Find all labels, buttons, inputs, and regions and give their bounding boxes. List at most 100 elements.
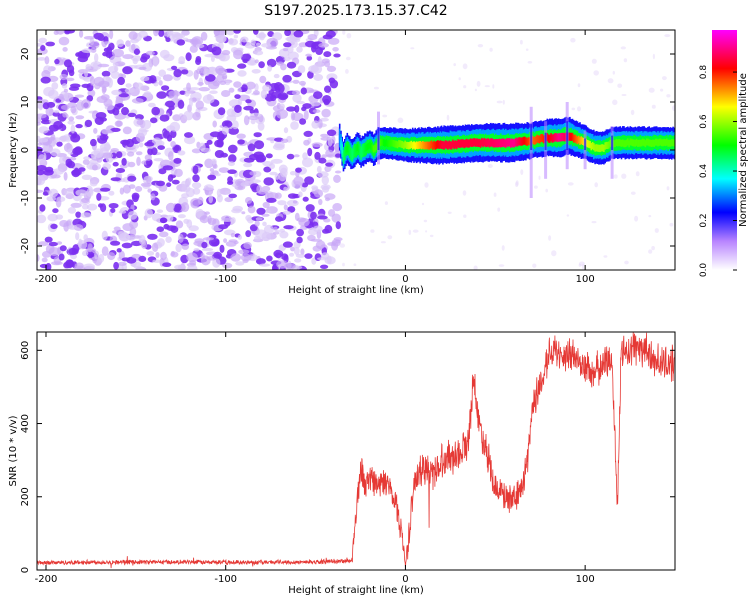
noise-blob [293, 247, 300, 255]
noise-blob [276, 109, 288, 119]
noise-blob [82, 250, 89, 257]
ridge-cell [380, 138, 382, 146]
snr-x-axis-label: Height of straight line (km) [288, 585, 424, 596]
noise-blob [170, 129, 177, 139]
noise-blob [206, 139, 213, 145]
ridge-cell [581, 137, 584, 145]
ridge-cell [410, 140, 413, 149]
noise-blob [103, 41, 111, 45]
noise-blob [311, 142, 323, 148]
ridge-cell [520, 137, 522, 146]
noise-blob [174, 203, 182, 212]
noise-blob [253, 132, 262, 138]
noise-blob [101, 246, 109, 256]
ridge-cell [479, 139, 482, 148]
ridge-cell [501, 138, 503, 147]
noise-blob [226, 30, 235, 36]
noise-blob [55, 30, 65, 35]
noise-blob [313, 73, 324, 81]
noise-blob [166, 30, 174, 36]
noise-blob [67, 120, 75, 125]
ridge-cell [589, 141, 591, 149]
noise-blob [237, 63, 247, 69]
noise-blob [178, 233, 184, 243]
noise-blob [148, 102, 156, 108]
noise-blob [303, 139, 310, 146]
haze-blob [484, 85, 490, 88]
noise-blob [181, 243, 189, 250]
noise-blob [112, 48, 124, 58]
noise-blob [237, 234, 242, 240]
haze-blob [477, 44, 484, 48]
noise-blob [56, 241, 63, 245]
noise-blob [219, 53, 226, 61]
ridge-spike-core [611, 135, 614, 150]
haze-blob [489, 47, 493, 52]
ridge-cell [653, 139, 655, 147]
noise-blob [85, 63, 92, 70]
y-tick-label: 0 [20, 147, 31, 153]
noise-blob [50, 174, 61, 179]
noise-blob [86, 203, 98, 211]
ridge-cell [600, 144, 603, 152]
noise-blob [68, 116, 75, 122]
noise-blob [91, 164, 98, 171]
ridge-cell [352, 149, 355, 156]
noise-blob [325, 149, 334, 157]
noise-blob [221, 120, 233, 128]
noise-blob [269, 163, 275, 170]
noise-blob [235, 261, 245, 266]
noise-blob [99, 134, 109, 141]
noise-blob [296, 46, 303, 53]
ridge-cell [473, 138, 476, 147]
ridge-spike [529, 106, 533, 198]
noise-blob [283, 186, 288, 192]
y-tick-label: 0 [20, 567, 31, 573]
noise-blob [56, 141, 63, 147]
noise-blob [140, 182, 152, 187]
noise-blob [221, 75, 227, 80]
noise-blob [73, 167, 80, 176]
noise-blob [63, 171, 68, 181]
noise-blob [90, 138, 97, 147]
haze-blob [621, 94, 627, 96]
noise-blob [159, 49, 170, 59]
noise-blob [151, 242, 159, 252]
noise-blob [180, 202, 190, 213]
noise-blob [237, 87, 243, 93]
noise-blob [298, 191, 303, 198]
ridge-cell [619, 139, 622, 147]
noise-blob [195, 208, 204, 218]
noise-blob [127, 175, 137, 182]
ridge-cell [486, 138, 488, 147]
ridge-cell [658, 138, 661, 146]
noise-blob [149, 75, 157, 84]
noise-blob [102, 51, 109, 57]
noise-blob [325, 162, 333, 167]
noise-blob [186, 82, 191, 92]
noise-blob [282, 74, 292, 83]
ridge-cell [487, 138, 489, 147]
noise-blob [93, 127, 98, 134]
noise-blob [313, 189, 324, 198]
noise-blob [215, 34, 227, 43]
x-tick-label: 0 [402, 274, 408, 285]
noise-blob [37, 169, 45, 176]
ridge-cell [406, 141, 409, 150]
ridge-cell [438, 140, 440, 149]
noise-blob [270, 158, 283, 164]
noise-blob [75, 232, 80, 241]
haze-blob [463, 214, 467, 218]
noise-blob [276, 260, 288, 269]
noise-blob [144, 141, 155, 147]
noise-blob [37, 254, 40, 262]
haze-blob [493, 192, 497, 197]
haze-blob [551, 250, 557, 257]
noise-blob [295, 253, 306, 258]
ridge-cell [452, 139, 454, 148]
ridge-spike-core [530, 124, 533, 150]
ridge-cell [645, 138, 648, 146]
ridge-cell [432, 141, 434, 150]
haze-blob [566, 214, 570, 217]
noise-blob [307, 147, 313, 157]
